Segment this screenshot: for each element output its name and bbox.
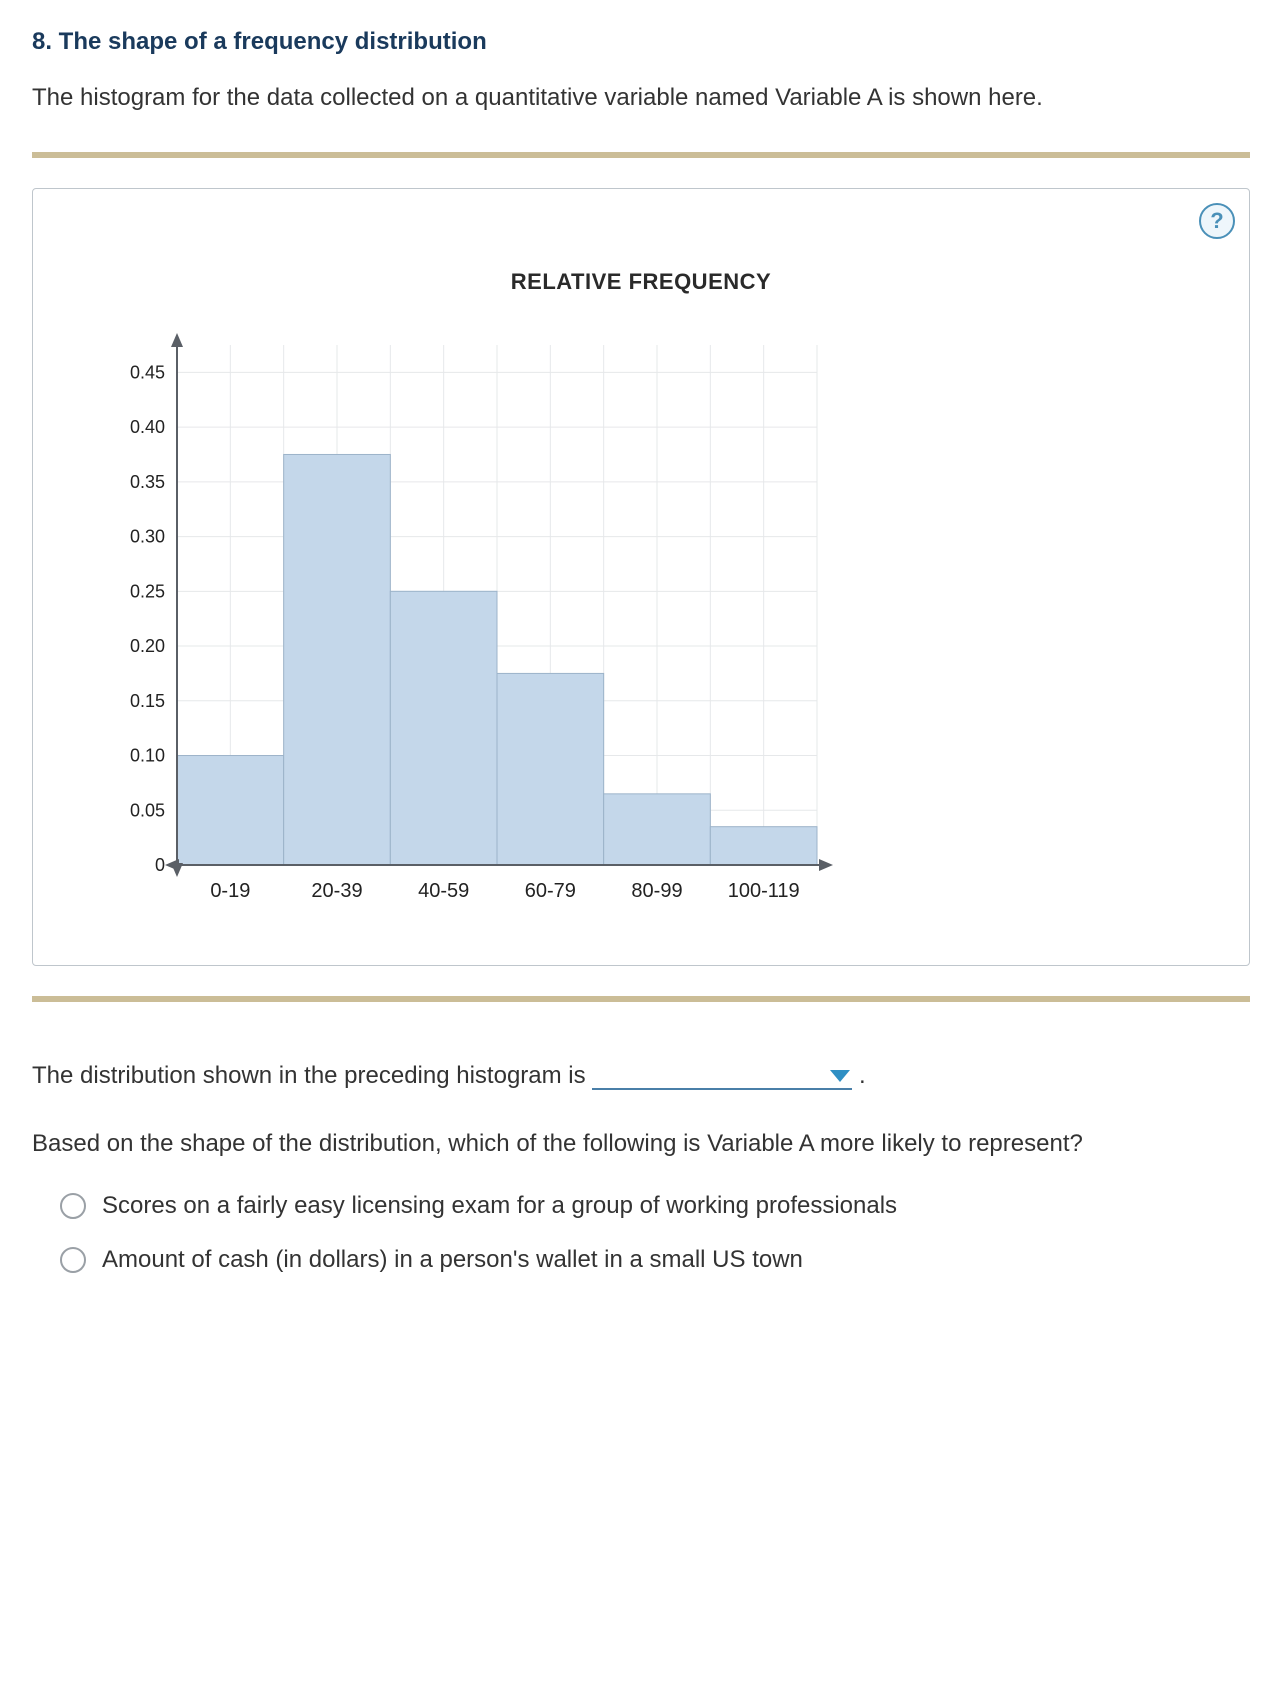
svg-text:0.40: 0.40 xyxy=(130,417,165,437)
svg-text:60-79: 60-79 xyxy=(525,880,576,902)
divider-top xyxy=(32,152,1250,158)
svg-text:0.45: 0.45 xyxy=(130,362,165,382)
intro-text: The histogram for the data collected on … xyxy=(32,84,1250,112)
svg-text:0.30: 0.30 xyxy=(130,527,165,547)
prompt-1-prefix: The distribution shown in the preceding … xyxy=(32,1062,592,1089)
help-icon[interactable]: ? xyxy=(1199,203,1235,239)
svg-text:0.05: 0.05 xyxy=(130,800,165,820)
svg-text:0-19: 0-19 xyxy=(210,880,250,902)
distribution-shape-dropdown[interactable] xyxy=(592,1062,852,1090)
option-label-0: Scores on a fairly easy licensing exam f… xyxy=(102,1192,897,1220)
radio-icon[interactable] xyxy=(60,1247,86,1273)
svg-text:80-99: 80-99 xyxy=(631,880,682,902)
histogram-chart: 0 0.05 0.10 0.15 0.20 0.25 0.30 0.35 0.40 0.45 0-1… xyxy=(97,325,857,925)
option-row-0[interactable]: Scores on a fairly easy licensing exam f… xyxy=(32,1192,1250,1220)
chart-container: 0 0.05 0.10 0.15 0.20 0.25 0.30 0.35 0.40 0.45 0-1… xyxy=(57,325,1225,925)
prompt-1: The distribution shown in the preceding … xyxy=(32,1062,1250,1090)
question-heading: 8. The shape of a frequency distribution xyxy=(32,28,1250,56)
svg-text:0.25: 0.25 xyxy=(130,581,165,601)
prompt-1-suffix: . xyxy=(859,1062,866,1089)
svg-text:0.10: 0.10 xyxy=(130,746,165,766)
svg-text:40-59: 40-59 xyxy=(418,880,469,902)
option-row-1[interactable]: Amount of cash (in dollars) in a person'… xyxy=(32,1246,1250,1274)
divider-bottom xyxy=(32,996,1250,1002)
option-label-1: Amount of cash (in dollars) in a person'… xyxy=(102,1246,803,1274)
svg-text:20-39: 20-39 xyxy=(311,880,362,902)
svg-text:100-119: 100-119 xyxy=(728,880,800,902)
svg-text:0.15: 0.15 xyxy=(130,691,165,711)
svg-text:0.35: 0.35 xyxy=(130,472,165,492)
chart-panel: ? RELATIVE FREQUENCY 0 0.05 0.10 0.15 0.20 0.… xyxy=(32,188,1250,966)
svg-text:0.20: 0.20 xyxy=(130,636,165,656)
svg-text:0: 0 xyxy=(155,855,165,875)
radio-icon[interactable] xyxy=(60,1193,86,1219)
prompt-2: Based on the shape of the distribution, … xyxy=(32,1130,1250,1158)
chart-title: RELATIVE FREQUENCY xyxy=(57,269,1225,295)
